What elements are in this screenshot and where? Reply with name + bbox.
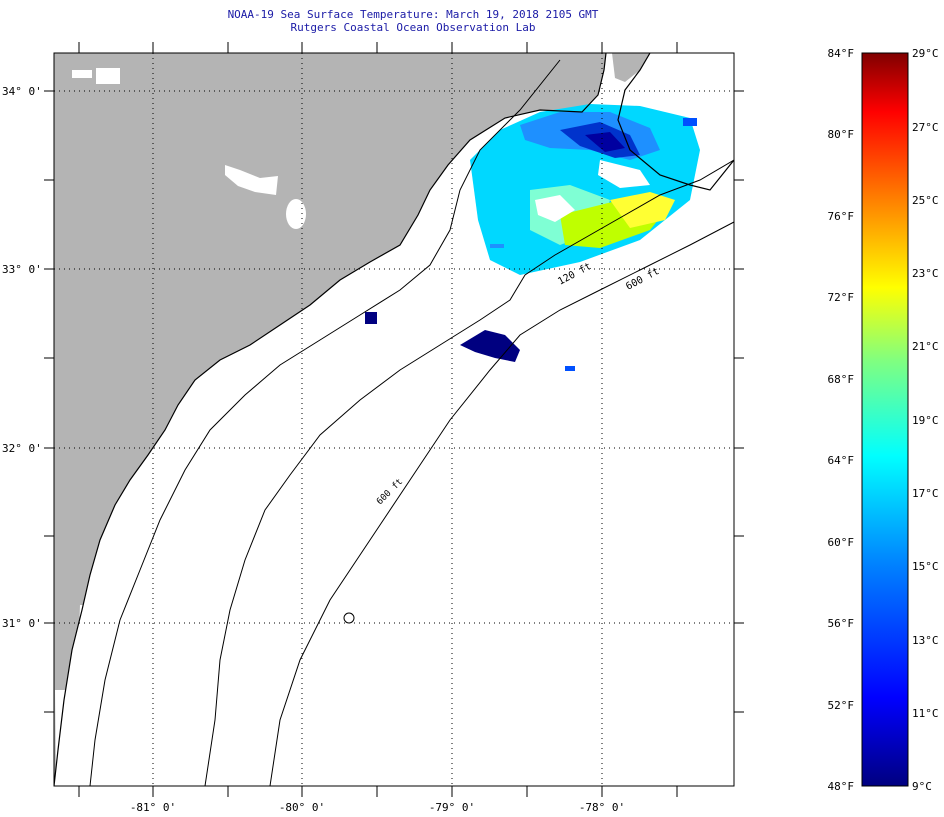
colorbar-f-label: 76°F [828,210,855,223]
colorbar-c-label: 11°C [912,707,939,720]
colorbar-c-label: 29°C [912,47,939,60]
map-area: 120 ft 600 ft 600 ft [54,53,734,786]
colorbar-f-label: 84°F [828,47,855,60]
lon-label-81: -81° 0' [130,801,176,814]
colorbar-c-label: 27°C [912,121,939,134]
colorbar-celsius-labels: 29°C 27°C 25°C 23°C 21°C 19°C 17°C 15°C … [912,47,939,793]
coastline [54,53,607,786]
lat-label-32: 32° 0' [2,442,42,455]
axis-ticks [44,42,744,797]
colorbar-c-label: 13°C [912,634,939,647]
colorbar-f-label: 52°F [828,699,855,712]
map-title: NOAA-19 Sea Surface Temperature: March 1… [227,8,599,21]
lat-label-33: 33° 0' [2,263,42,276]
colorbar-f-label: 72°F [828,291,855,304]
colorbar-c-label: 15°C [912,560,939,573]
colorbar-c-label: 23°C [912,267,939,280]
map-frame [53,52,735,787]
colorbar-c-label: 19°C [912,414,939,427]
sst-data [365,104,700,371]
outer-banks-coast [617,53,734,191]
land-mass-northeast [612,53,650,82]
lat-label-34: 34° 0' [2,85,42,98]
colorbar-f-label: 56°F [828,617,855,630]
colorbar-c-label: 9°C [912,780,932,793]
colorbar-f-label: 80°F [828,128,855,141]
colorbar-fahrenheit-labels: 84°F 80°F 76°F 72°F 68°F 64°F 60°F 56°F … [828,47,855,793]
colorbar-f-label: 48°F [828,780,855,793]
map-subtitle: Rutgers Coastal Ocean Observation Lab [290,21,536,34]
lat-label-31: 31° 0' [2,617,42,630]
lon-label-79: -79° 0' [429,801,475,814]
colorbar-c-label: 21°C [912,340,939,353]
cloud-mask [55,68,306,780]
colorbar [861,52,909,787]
colorbar-f-label: 64°F [828,454,855,467]
colorbar-f-label: 68°F [828,373,855,386]
colorbar-c-label: 25°C [912,194,939,207]
lon-label-78: -78° 0' [579,801,625,814]
grid-lines [54,53,734,786]
lon-label-80: -80° 0' [279,801,325,814]
land-mass [54,53,606,786]
colorbar-f-label: 60°F [828,536,855,549]
colorbar-c-label: 17°C [912,487,939,500]
isobath-lines [89,59,734,786]
